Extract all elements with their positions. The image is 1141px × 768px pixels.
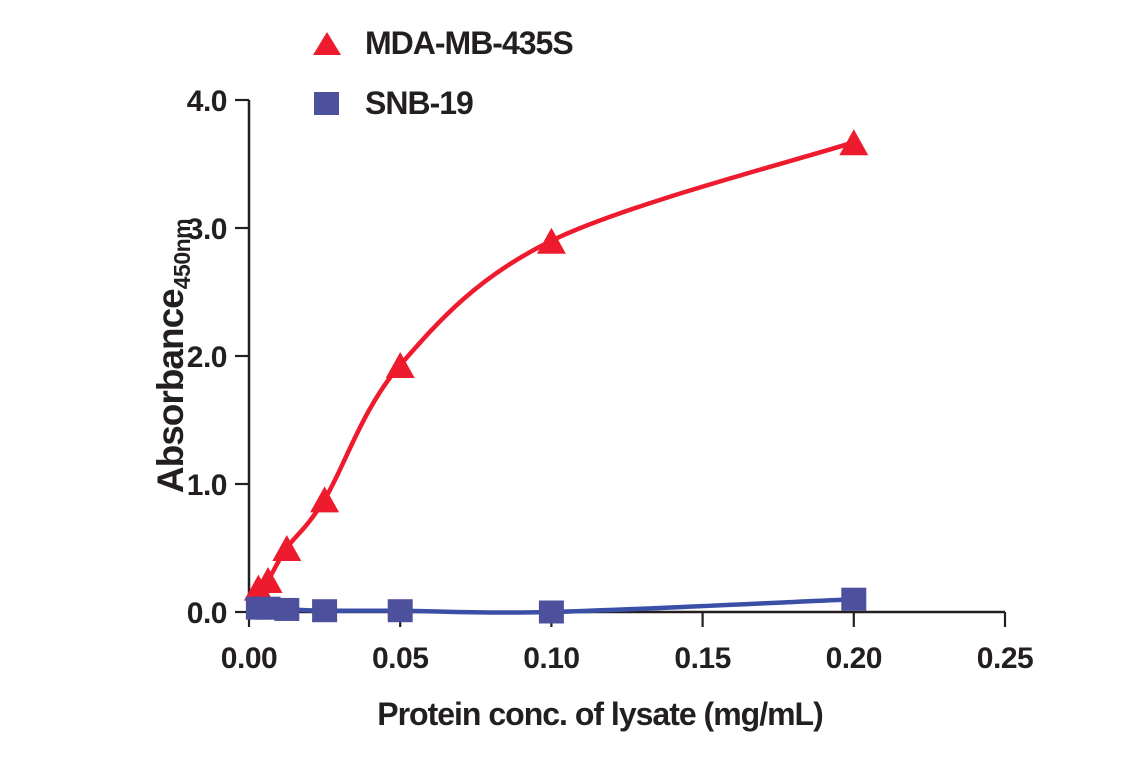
y-tick-label: 4.0 [187, 85, 227, 118]
x-tick-label: 0.10 [523, 642, 579, 675]
mda-mb-435s-data-point-triangle [253, 567, 283, 593]
mda-mb-435s-fit-curve [249, 139, 857, 610]
x-axis-title: Protein conc. of lysate (mg/mL) [377, 696, 824, 732]
snb-19-data-point-square [841, 587, 867, 611]
y-tick-label: 3.0 [187, 213, 227, 246]
legend-label-mda-mb-435s: MDA-MB-435S [365, 25, 574, 61]
snb-19-data-point-square [312, 599, 338, 623]
snb-19-data-point-square [538, 600, 564, 624]
y-axis-title-main: Absorbance [150, 289, 191, 494]
legend-item-snb-19: SNB-19 [312, 87, 573, 119]
y-axis-title-subscript: 450nm [169, 218, 195, 290]
y-tick-label: 2.0 [187, 341, 227, 374]
x-tick-label: 0.20 [826, 642, 882, 675]
y-tick-label: 0.0 [187, 597, 227, 630]
legend-marker-cell [312, 31, 341, 55]
mda-mb-435s-data-point-triangle [385, 351, 415, 378]
y-tick-label: 1.0 [187, 469, 227, 502]
x-tick-label: 0.15 [674, 642, 730, 675]
y-axis-title: Absorbance450nm [148, 100, 195, 612]
legend-item-mda-mb-435s: MDA-MB-435S [312, 27, 574, 59]
legend-marker-cell [312, 91, 341, 115]
legend-label-snb-19: SNB-19 [365, 85, 474, 121]
x-tick-label: 0.00 [221, 642, 277, 675]
square-marker-icon [314, 91, 339, 115]
mda-mb-435s-data-point-triangle [310, 486, 340, 513]
legend: MDA-MB-435S SNB-19 [312, 27, 574, 151]
triangle-marker-icon [312, 31, 341, 55]
snb-19-data-point-square [274, 597, 300, 621]
x-tick-label: 0.25 [977, 642, 1033, 675]
snb-19-data-point-square [387, 599, 413, 623]
x-tick-label: 0.05 [372, 642, 428, 675]
mda-mb-435s-data-point-triangle [536, 227, 566, 254]
mda-mb-435s-data-point-triangle [272, 535, 302, 561]
mda-mb-435s-data-point-triangle [839, 129, 869, 156]
